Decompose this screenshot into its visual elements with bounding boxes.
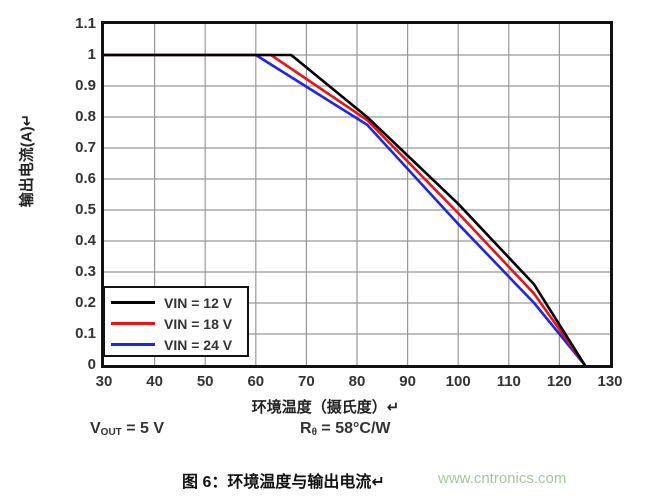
x-tick-label: 130	[597, 373, 623, 390]
y-tick-label: 1	[87, 46, 96, 63]
annotation-vout: VOUT = 5 V	[90, 420, 165, 438]
y-tick-label: 0.3	[75, 263, 96, 280]
x-tick-label: 70	[298, 373, 315, 390]
legend-swatch	[111, 322, 155, 325]
y-tick-label: 1.1	[75, 15, 96, 32]
legend-item: VIN = 24 V	[111, 334, 241, 355]
caption-row: 图 6：环境温度与输出电流↵ www.cntronics.com	[0, 468, 651, 492]
legend: VIN = 12 V VIN = 18 V VIN = 24 V	[103, 286, 249, 357]
annotation-subscript: θ	[311, 427, 317, 438]
legend-label: VIN = 12 V	[164, 294, 233, 311]
legend-item: VIN = 12 V	[111, 292, 241, 313]
legend-label: VIN = 24 V	[164, 336, 233, 353]
y-axis-title: 输出电流(A)↵	[18, 113, 36, 208]
annotation-rtheta: Rθ = 58°C/W	[300, 420, 391, 438]
x-tick-label: 90	[399, 373, 416, 390]
y-tick-label: 0.5	[75, 201, 96, 218]
legend-swatch	[111, 301, 155, 304]
series-line	[104, 53, 587, 365]
x-tick-label: 50	[196, 373, 214, 390]
y-tick-label: 0	[87, 356, 96, 373]
legend-item: VIN = 18 V	[111, 313, 241, 334]
y-tick-label: 0.7	[75, 139, 96, 156]
figure-caption: 图 6：环境温度与输出电流↵	[182, 474, 385, 491]
x-tick-label: 30	[95, 373, 113, 390]
annotation-subscript: OUT	[100, 427, 122, 438]
y-tick-label: 0.6	[75, 170, 96, 187]
x-tick-label: 120	[546, 373, 572, 390]
x-axis-tick-labels: 30 40 50 60 70 80 90 100 110 120 130	[0, 374, 651, 398]
y-tick-label: 0.2	[75, 294, 96, 311]
watermark-text: www.cntronics.com	[438, 470, 567, 487]
y-axis-tick-labels: 0 0.1 0.2 0.3 0.4 0.5 0.6 0.7 0.8 0.9 1 1.1	[51, 0, 96, 380]
x-axis-title: 环境温度（摄氏度）↵	[251, 399, 400, 416]
y-tick-label: 0.1	[75, 325, 96, 342]
y-tick-label: 0.9	[75, 77, 96, 94]
x-tick-label: 60	[247, 373, 265, 390]
x-tick-label: 40	[146, 373, 163, 390]
y-tick-label: 0.4	[75, 232, 96, 249]
x-tick-label: 100	[445, 373, 471, 390]
legend-label: VIN = 18 V	[164, 315, 233, 332]
y-tick-label: 0.8	[75, 108, 96, 125]
legend-swatch	[111, 343, 155, 346]
x-tick-label: 80	[348, 373, 366, 390]
x-tick-label: 110	[496, 373, 521, 390]
